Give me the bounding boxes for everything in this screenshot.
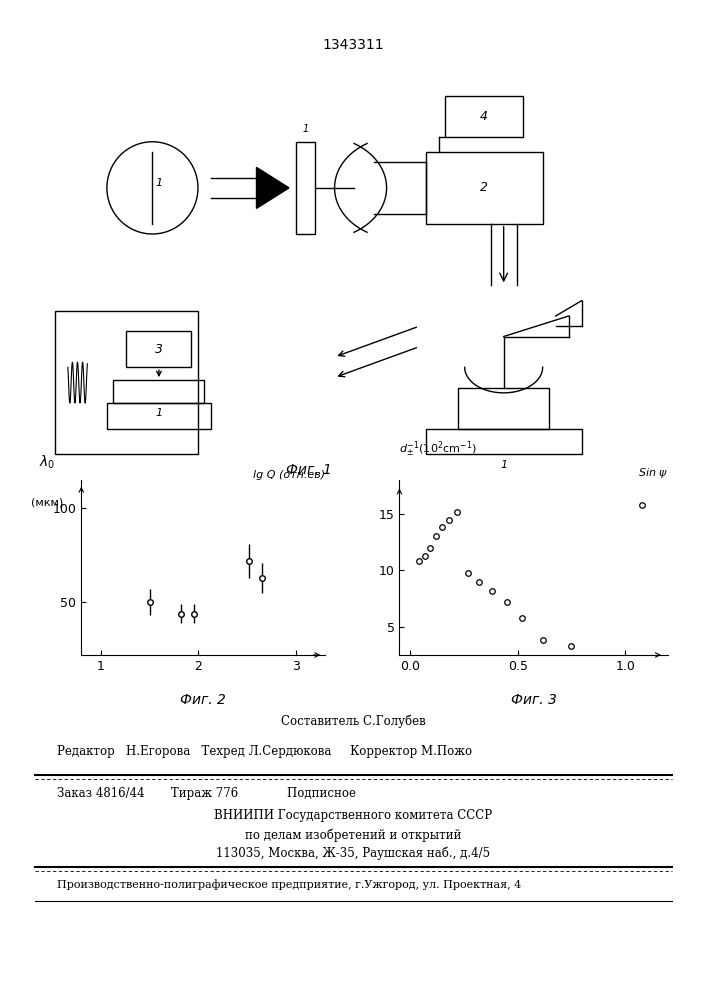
Text: lg Q (отн.ев): lg Q (отн.ев) bbox=[253, 470, 325, 480]
Text: 3: 3 bbox=[155, 343, 163, 356]
Text: Sin $\psi$: Sin $\psi$ bbox=[638, 466, 668, 480]
Text: по делам изобретений и открытий: по делам изобретений и открытий bbox=[245, 829, 462, 842]
Point bbox=[637, 497, 648, 513]
Text: 2: 2 bbox=[480, 181, 488, 194]
Point bbox=[462, 565, 474, 581]
Text: Производственно-полиграфическое предприятие, г.Ужгород, ул. Проектная, 4: Производственно-полиграфическое предприя… bbox=[57, 879, 521, 890]
Polygon shape bbox=[257, 167, 289, 208]
Point bbox=[419, 548, 431, 564]
Point bbox=[538, 632, 549, 648]
Bar bbox=[296, 142, 315, 234]
Point bbox=[566, 638, 577, 654]
Text: 1: 1 bbox=[302, 124, 308, 134]
Bar bbox=[426, 152, 543, 224]
Bar bbox=[113, 380, 204, 403]
Text: $d_{\pm}^{-1}(10^2\mathrm{cm}^{-1})$: $d_{\pm}^{-1}(10^2\mathrm{cm}^{-1})$ bbox=[399, 439, 477, 459]
Bar bbox=[127, 331, 192, 367]
Bar bbox=[445, 96, 523, 137]
Text: Заказ 4816/44       Тираж 776             Подписное: Заказ 4816/44 Тираж 776 Подписное bbox=[57, 787, 356, 800]
Text: 4: 4 bbox=[480, 110, 488, 123]
Text: 1343311: 1343311 bbox=[322, 38, 385, 52]
Point bbox=[437, 519, 448, 535]
Text: Составитель С.Голубев: Составитель С.Голубев bbox=[281, 715, 426, 728]
Point bbox=[443, 512, 455, 528]
Bar bbox=[107, 403, 211, 429]
Text: Фиг. 1: Фиг. 1 bbox=[286, 463, 332, 477]
Point bbox=[501, 594, 513, 610]
Point bbox=[413, 553, 424, 569]
Text: $\lambda_0$: $\lambda_0$ bbox=[39, 454, 55, 471]
Text: Фиг. 3: Фиг. 3 bbox=[511, 694, 556, 708]
Text: ВНИИПИ Государственного комитета СССР: ВНИИПИ Государственного комитета СССР bbox=[214, 809, 493, 822]
Bar bbox=[55, 311, 198, 454]
Text: Редактор   Н.Егорова   Техред Л.Сердюкова     Корректор М.Пожо: Редактор Н.Егорова Техред Л.Сердюкова Ко… bbox=[57, 745, 472, 758]
Text: (мкм): (мкм) bbox=[31, 497, 64, 508]
Text: Фиг. 2: Фиг. 2 bbox=[180, 694, 226, 708]
Point bbox=[431, 528, 442, 544]
Bar bbox=[458, 388, 549, 429]
Bar bbox=[426, 429, 582, 454]
Text: 1: 1 bbox=[156, 408, 163, 418]
Point bbox=[486, 583, 498, 599]
Point bbox=[516, 610, 527, 626]
Point bbox=[424, 540, 436, 556]
Text: 1: 1 bbox=[156, 178, 163, 188]
Point bbox=[473, 574, 484, 590]
Text: 113035, Москва, Ж-35, Раушская наб., д.4/5: 113035, Москва, Ж-35, Раушская наб., д.4… bbox=[216, 847, 491, 860]
Point bbox=[452, 504, 463, 520]
Text: 1: 1 bbox=[500, 460, 507, 470]
